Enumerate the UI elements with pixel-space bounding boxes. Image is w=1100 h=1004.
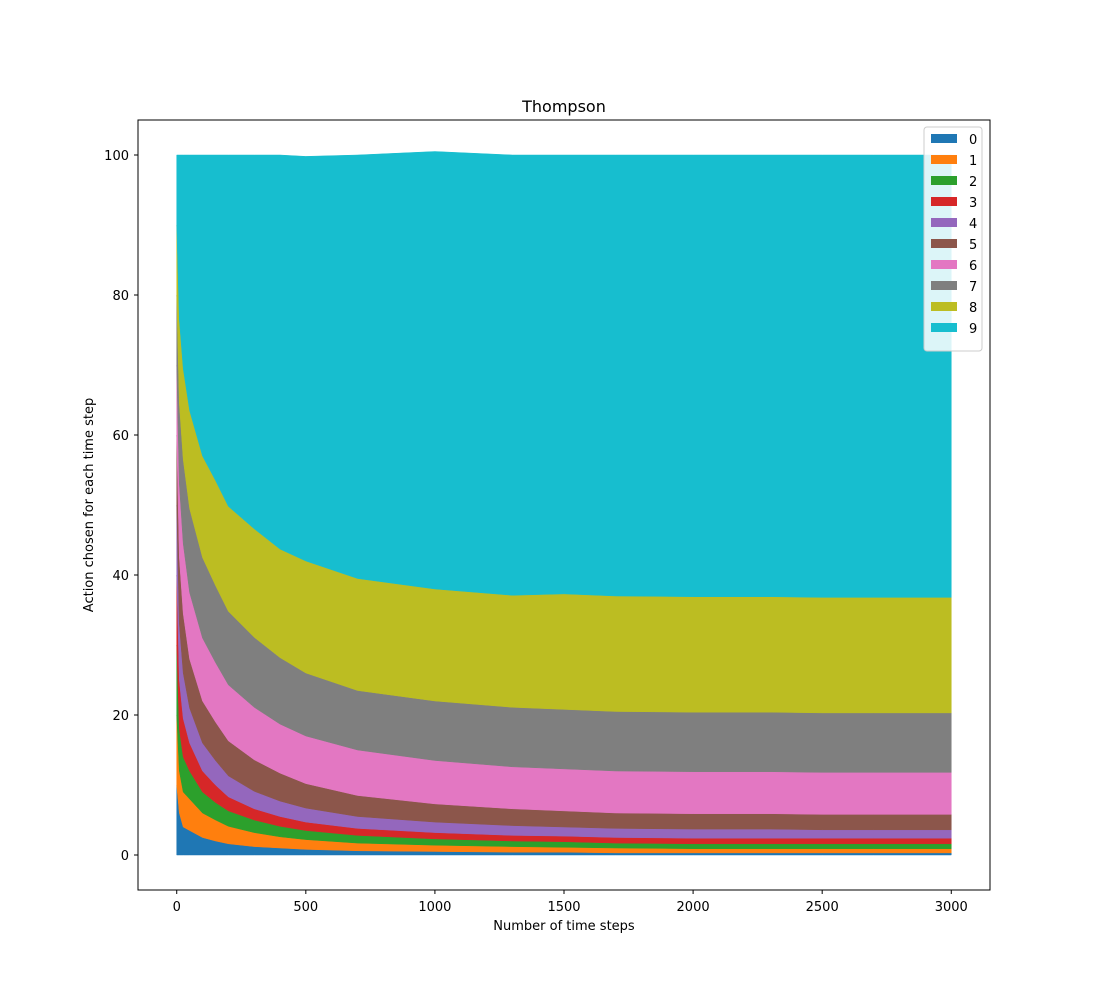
legend-swatch-9 [931, 323, 957, 332]
legend-swatch-5 [931, 239, 957, 248]
x-tick-label: 2500 [806, 900, 839, 915]
y-tick-label: 0 [121, 849, 129, 864]
legend-label-5: 5 [969, 238, 977, 253]
legend-label-7: 7 [969, 280, 977, 295]
y-axis-ticks: 0 20 40 60 80 100 [104, 149, 138, 864]
legend-swatch-2 [931, 176, 957, 185]
x-tick-label: 3000 [935, 900, 968, 915]
x-axis-ticks: 0 500 1000 1500 2000 2500 3000 [173, 890, 968, 915]
legend-label-0: 0 [969, 133, 977, 148]
legend-swatch-7 [931, 281, 957, 290]
y-tick-label: 60 [112, 429, 129, 444]
legend-label-2: 2 [969, 175, 977, 190]
legend-label-1: 1 [969, 154, 977, 169]
x-tick-label: 1500 [547, 900, 580, 915]
legend-label-3: 3 [969, 196, 977, 211]
legend-label-6: 6 [969, 259, 977, 274]
stacked-areas [176, 151, 952, 856]
area-series-9 [176, 151, 952, 598]
legend-swatch-8 [931, 302, 957, 311]
x-tick-label: 1000 [418, 900, 451, 915]
legend-label-8: 8 [969, 301, 977, 316]
legend-swatch-1 [931, 155, 957, 164]
x-tick-label: 500 [293, 900, 318, 915]
y-tick-label: 40 [112, 569, 129, 584]
y-tick-label: 100 [104, 149, 129, 164]
y-tick-label: 80 [112, 289, 129, 304]
x-tick-label: 0 [173, 900, 181, 915]
y-axis-label: Action chosen for each time step [82, 398, 97, 612]
legend-label-4: 4 [969, 217, 977, 232]
legend: 0 1 2 3 4 5 6 7 8 9 [923, 126, 983, 352]
chart-title: Thompson [521, 97, 606, 116]
x-tick-label: 2000 [677, 900, 710, 915]
legend-swatch-0 [931, 134, 957, 143]
legend-swatch-4 [931, 218, 957, 227]
legend-swatch-6 [931, 260, 957, 269]
x-axis-label: Number of time steps [493, 919, 635, 934]
y-tick-label: 20 [112, 709, 129, 724]
legend-swatch-3 [931, 197, 957, 206]
legend-label-9: 9 [969, 322, 977, 337]
